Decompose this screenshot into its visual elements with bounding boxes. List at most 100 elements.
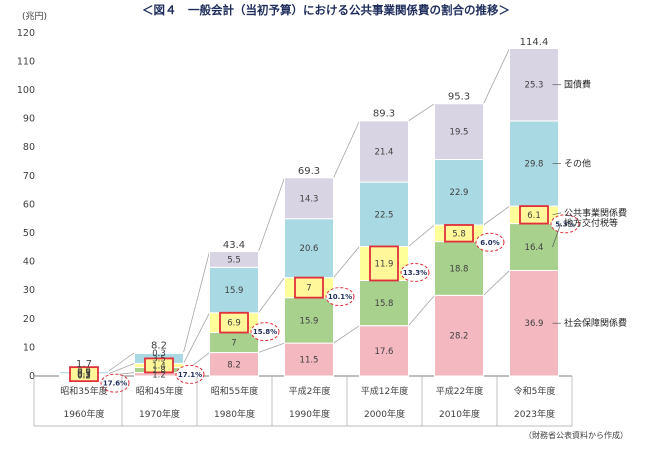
share-oval [550, 214, 580, 234]
connector-line [408, 103, 435, 122]
segment-value-label: 21.4 [375, 147, 394, 157]
connector-line [333, 325, 360, 344]
share-label: 17.1% [178, 371, 202, 379]
segment-value-label: 14.3 [300, 194, 319, 204]
connector-line [108, 363, 135, 375]
x-category-label: 昭和35年度 [60, 385, 107, 397]
public-works-highlight [219, 311, 249, 334]
segment-value-label: 0.3 [152, 349, 166, 359]
segment-value-label: 1.4 [152, 361, 166, 371]
x-category-label: 平成2年度 [289, 385, 331, 397]
chart-title: ＜図４ 一般会計（当初予算）における公共事業関係費の割合の推移＞ [142, 3, 510, 17]
public-works-highlight [444, 224, 474, 243]
x-category-label: 昭和55年度 [211, 385, 258, 397]
y-tick-label: 60 [23, 199, 35, 210]
y-tick-label: 100 [17, 85, 35, 96]
legend-label: 公共事業関係費 [564, 207, 627, 219]
total-label: 114.4 [520, 37, 549, 48]
bar-segment [434, 241, 484, 296]
share-label: 10.1% [328, 293, 352, 301]
total-label: 69.3 [298, 166, 320, 177]
legend-leader-line [552, 222, 562, 248]
y-tick-label: 50 [23, 228, 35, 239]
y-tick-label: 120 [17, 28, 35, 39]
y-tick-label: 30 [23, 285, 35, 296]
segment-value-label: 16.4 [525, 243, 544, 253]
segment-value-label: 1.2 [152, 370, 166, 380]
segment-value-label: 22.5 [375, 210, 394, 220]
bar-segment [359, 279, 409, 327]
legend-label: その他 [564, 158, 591, 170]
connector-line [483, 48, 510, 104]
segment-value-label: 18.8 [450, 264, 469, 274]
share-oval [250, 322, 280, 342]
segment-value-label: 22.9 [450, 188, 469, 198]
total-labels: 1.7 8.2 43.4 69.3 89.3 95.3 114.4 [76, 37, 548, 370]
connector-line [183, 251, 210, 353]
share-oval [475, 232, 505, 252]
share-oval [325, 287, 355, 307]
public-works-highlight [69, 366, 99, 383]
legend-label: 社会保障関係費 [564, 317, 627, 329]
connector-line [333, 246, 360, 278]
segment-value-label: 0.0 [77, 367, 91, 377]
bar-segment [434, 294, 484, 377]
x-category-year-label: 2010年度 [439, 408, 480, 420]
x-category-year-label: 1990年度 [289, 408, 330, 420]
connector-line [408, 295, 435, 326]
share-label: 15.8% [253, 328, 277, 336]
segment-value-label: 11.5 [300, 356, 319, 366]
y-axis-unit: (兆円) [22, 11, 47, 22]
share-label: 6.0% [480, 239, 499, 247]
x-category-year-label: 1970年度 [139, 408, 180, 420]
total-label: 8.2 [151, 341, 167, 352]
segment-value-label: 0.9 [77, 368, 91, 378]
bar-segment [359, 120, 409, 183]
bar-segment [434, 103, 484, 160]
share-oval [400, 262, 430, 282]
segment-value-label: 28.2 [450, 332, 469, 342]
connector-line [333, 120, 360, 178]
bar-segment [434, 158, 484, 226]
share-labels: 17.6% 17.1% 15.8% 10.1% 13.3% 6.0% 5.3% [100, 214, 580, 393]
segment-value-label: 11.9 [375, 259, 394, 269]
segment-value-label: 19.5 [450, 128, 469, 138]
segment-value-label: 8.2 [227, 360, 241, 370]
public-works-highlight [294, 276, 324, 299]
segment-value-label: 3.5 [152, 354, 166, 364]
connector-line [483, 270, 510, 296]
segment-value-label: 15.9 [225, 286, 244, 296]
segment-value-label: 6.9 [227, 319, 241, 329]
total-label: 43.4 [223, 240, 245, 251]
public-works-highlight [144, 357, 174, 374]
x-category-year-label: 2000年度 [364, 408, 405, 420]
y-tick-label: 80 [23, 142, 35, 153]
segment-value-label: 5.5 [227, 255, 241, 265]
segment-value-label: 6.1 [527, 211, 541, 221]
x-axis-table: 昭和35年度 1960年度 昭和45年度 1970年度 昭和55年度 1980年度 平成2年… [33, 376, 573, 427]
x-category-label: 令和5年度 [514, 385, 556, 397]
legend-label: 地方交付税等 [564, 217, 618, 229]
bar-segment [284, 177, 334, 220]
public-works-highlight [369, 245, 399, 282]
share-label: 17.6% [103, 380, 127, 388]
segment-value-label: 7 [231, 339, 236, 349]
total-label: 89.3 [373, 109, 395, 120]
bar-segment [509, 120, 559, 207]
bar-segment [359, 181, 409, 247]
bar-segment [209, 266, 259, 314]
share-label: 13.3% [403, 269, 427, 277]
connector-line [258, 342, 285, 353]
segment-value-label: 7 [306, 284, 311, 294]
segment-value-label: 0.3 [77, 371, 91, 381]
x-category-label: 平成22年度 [436, 385, 483, 397]
bar-segment [359, 325, 409, 377]
bar-segment [284, 218, 334, 279]
legend-leader-line [552, 212, 562, 216]
bar-segment [284, 342, 334, 377]
connector-lines [108, 48, 510, 376]
share-label: 5.3% [555, 220, 574, 228]
y-tick-label: 20 [23, 314, 35, 325]
